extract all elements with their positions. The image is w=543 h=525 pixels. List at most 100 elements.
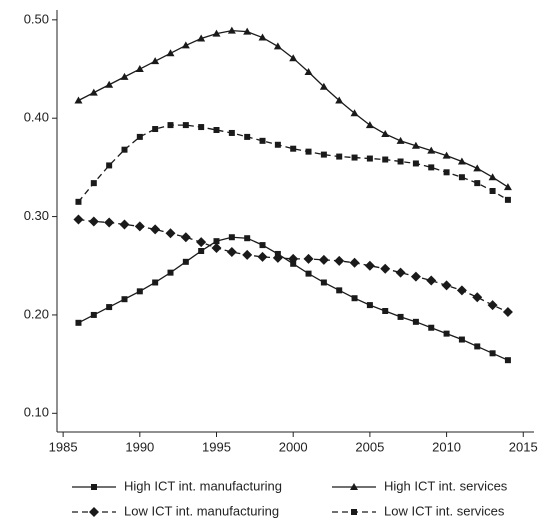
marker [259,242,266,249]
marker [411,141,420,149]
x-tick-label: 2015 [509,439,538,454]
marker [182,122,189,129]
marker [319,82,328,90]
marker [487,300,498,311]
marker [397,313,404,320]
marker [412,318,419,325]
y-tick-label: 0.50 [24,11,49,26]
marker [104,217,115,228]
marker [380,263,391,274]
marker [458,174,465,181]
marker [320,279,327,286]
marker [136,133,143,140]
marker [474,180,481,187]
marker [213,238,220,245]
marker [197,34,206,42]
marker [305,270,312,277]
marker [228,129,235,136]
marker [364,260,375,271]
marker [349,257,360,268]
marker [305,148,312,155]
marker [90,311,97,318]
marker [182,258,189,265]
marker [105,80,114,88]
marker [365,121,374,129]
marker [106,162,113,169]
marker [427,146,436,154]
marker [443,330,450,337]
marker [502,306,513,317]
marker [152,279,159,286]
legend-label: Low ICT int. manufacturing [124,503,279,518]
marker [474,343,481,350]
marker [152,126,159,133]
marker [213,127,220,134]
marker [106,304,113,311]
marker [489,187,496,194]
marker [350,483,358,490]
marker [244,133,251,140]
marker [396,136,405,144]
marker [428,324,435,331]
marker [456,285,467,296]
marker [91,484,97,490]
marker [334,255,345,266]
marker [473,164,482,172]
marker [120,72,129,80]
marker [441,280,452,291]
marker [243,27,252,35]
marker [272,252,283,263]
marker [150,224,161,235]
marker [181,41,190,49]
marker [350,109,359,117]
marker [397,158,404,165]
marker [489,350,496,357]
legend-label: High ICT int. manufacturing [124,478,282,493]
marker [166,49,175,57]
marker [274,141,281,148]
marker [226,246,237,257]
marker [212,29,221,37]
marker [320,151,327,158]
x-tick-label: 1990 [125,439,154,454]
marker [318,254,329,265]
marker [304,67,313,75]
marker [180,232,191,243]
series-line [77,124,509,203]
marker [74,96,83,104]
marker [244,235,251,242]
marker [410,271,421,282]
marker [472,292,483,303]
marker [88,216,99,227]
y-tick-label: 0.40 [24,110,49,125]
marker [151,57,160,65]
marker [442,151,451,159]
marker [228,234,235,241]
marker [73,214,84,225]
marker [366,155,373,162]
marker [227,26,236,34]
series-line [78,218,509,313]
marker [458,336,465,343]
x-tick-label: 1995 [202,439,231,454]
marker [134,221,145,232]
marker [381,129,390,137]
marker [504,196,511,203]
marker [412,160,419,167]
marker [211,243,222,254]
marker [443,169,450,176]
x-tick-label: 2010 [432,439,461,454]
marker [336,287,343,294]
marker [395,267,406,278]
marker [167,122,174,129]
marker [351,154,358,161]
y-tick-label: 0.20 [24,306,49,321]
marker [503,183,512,191]
marker [121,296,128,303]
marker [488,173,497,181]
marker [382,156,389,163]
y-tick-label: 0.30 [24,208,49,223]
marker [366,302,373,309]
